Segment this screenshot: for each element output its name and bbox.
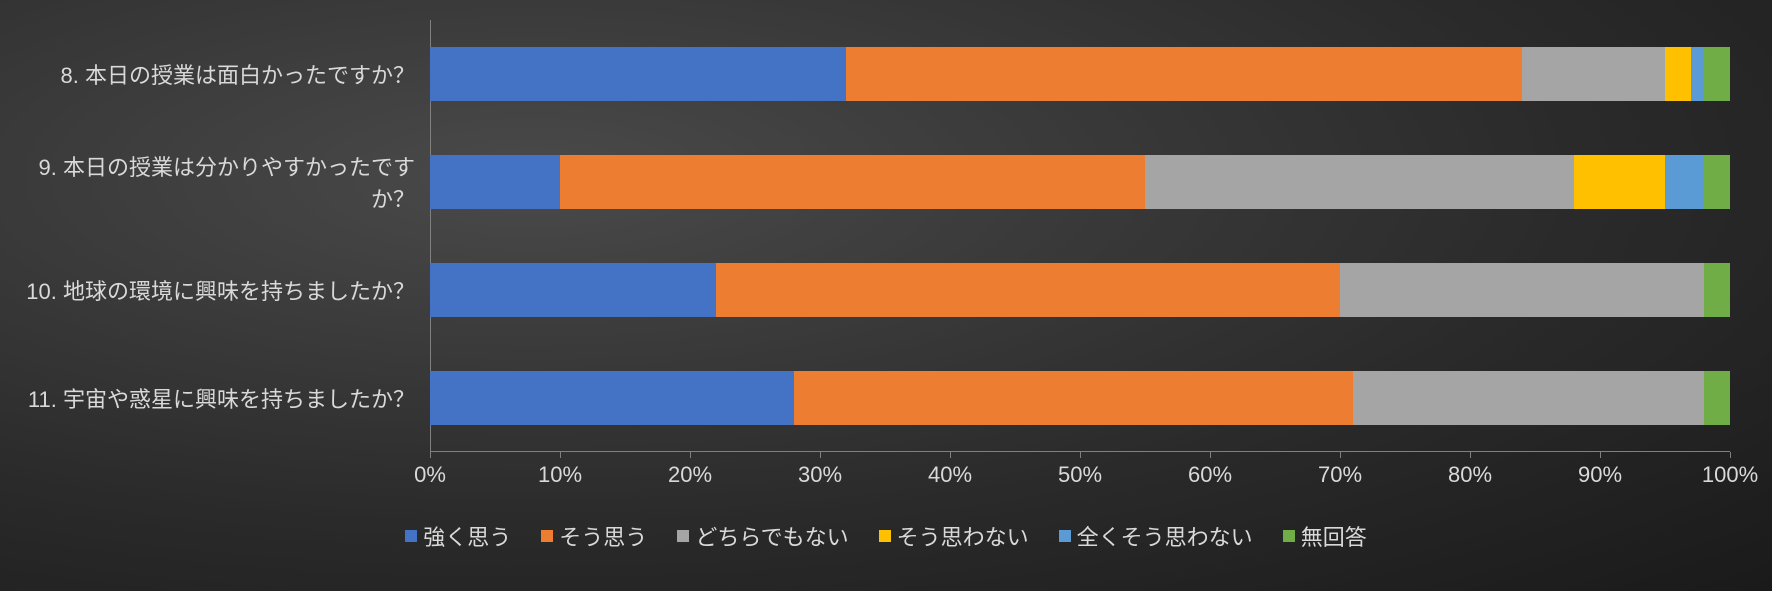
x-tick	[1730, 452, 1731, 458]
stacked-bar	[430, 263, 1730, 317]
bar-segment-no_answer	[1704, 47, 1730, 101]
legend-swatch	[879, 530, 891, 542]
x-tick	[1210, 452, 1211, 458]
question-label: 8. 本日の授業は面白かったですか？	[0, 58, 430, 90]
bar-segment-agree	[846, 47, 1522, 101]
bar-segment-strongly_agree	[430, 263, 716, 317]
bar-track	[430, 344, 1730, 452]
x-tick-label: 80%	[1448, 462, 1492, 488]
x-tick	[950, 452, 951, 458]
bar-segment-neutral	[1353, 371, 1704, 425]
x-tick	[560, 452, 561, 458]
legend-swatch	[405, 530, 417, 542]
x-tick	[430, 452, 431, 458]
x-tick	[1340, 452, 1341, 458]
bar-segment-agree	[794, 371, 1353, 425]
legend-label: 全くそう思わない	[1077, 520, 1253, 552]
bar-track	[430, 128, 1730, 236]
bar-segment-strongly_agree	[430, 155, 560, 209]
legend: 強く思う そう思う どちらでもない そう思わない 全くそう思わない 無回答	[0, 520, 1772, 552]
legend-label: どちらでもない	[695, 520, 848, 552]
chart-row: 9. 本日の授業は分かりやすかったですか？	[0, 128, 1772, 236]
bar-segment-neutral	[1522, 47, 1665, 101]
x-tick-label: 90%	[1578, 462, 1622, 488]
question-label: 9. 本日の授業は分かりやすかったですか？	[0, 150, 430, 214]
bar-segment-agree	[560, 155, 1145, 209]
x-tick-label: 50%	[1058, 462, 1102, 488]
bar-segment-agree	[716, 263, 1340, 317]
chart-plot: 8. 本日の授業は面白かったですか？ 9. 本日の授業は分かりやすかったですか？ 1…	[0, 20, 1772, 452]
x-tick-label: 40%	[928, 462, 972, 488]
stacked-bar	[430, 47, 1730, 101]
legend-item-strongly_agree: 強く思う	[405, 520, 511, 552]
bar-track	[430, 236, 1730, 344]
legend-label: そう思わない	[897, 520, 1029, 552]
legend-item-disagree: そう思わない	[879, 520, 1029, 552]
bar-segment-no_answer	[1704, 263, 1730, 317]
bar-segment-neutral	[1340, 263, 1704, 317]
x-tick	[1600, 452, 1601, 458]
chart-row: 8. 本日の授業は面白かったですか？	[0, 20, 1772, 128]
legend-swatch	[1059, 530, 1071, 542]
bar-track	[430, 20, 1730, 128]
legend-label: 強く思う	[423, 520, 511, 552]
x-tick-label: 100%	[1702, 462, 1758, 488]
x-tick-label: 60%	[1188, 462, 1232, 488]
legend-item-agree: そう思う	[541, 520, 647, 552]
legend-label: 無回答	[1301, 520, 1367, 552]
legend-swatch	[1283, 530, 1295, 542]
x-tick	[1470, 452, 1471, 458]
legend-swatch	[677, 530, 689, 542]
bar-segment-disagree	[1574, 155, 1665, 209]
bar-segment-disagree	[1665, 47, 1691, 101]
chart-row: 11. 宇宙や惑星に興味を持ちましたか？	[0, 344, 1772, 452]
bar-segment-strongly_disagree	[1691, 47, 1704, 101]
question-label: 10. 地球の環境に興味を持ちましたか？	[0, 274, 430, 306]
x-tick-label: 70%	[1318, 462, 1362, 488]
bar-segment-no_answer	[1704, 155, 1730, 209]
x-tick	[820, 452, 821, 458]
chart-row: 10. 地球の環境に興味を持ちましたか？	[0, 236, 1772, 344]
x-tick-label: 30%	[798, 462, 842, 488]
legend-item-strongly_disagree: 全くそう思わない	[1059, 520, 1253, 552]
x-tick	[1080, 452, 1081, 458]
legend-item-no_answer: 無回答	[1283, 520, 1367, 552]
legend-item-neutral: どちらでもない	[677, 520, 848, 552]
x-tick-label: 20%	[668, 462, 712, 488]
x-tick	[690, 452, 691, 458]
stacked-bar	[430, 371, 1730, 425]
bar-segment-strongly_agree	[430, 47, 846, 101]
legend-label: そう思う	[559, 520, 647, 552]
x-tick-label: 0%	[414, 462, 446, 488]
legend-swatch	[541, 530, 553, 542]
x-axis-labels: 0%10%20%30%40%50%60%70%80%90%100%	[430, 462, 1730, 492]
stacked-bar	[430, 155, 1730, 209]
bar-segment-no_answer	[1704, 371, 1730, 425]
x-tick-label: 10%	[538, 462, 582, 488]
bar-segment-neutral	[1145, 155, 1574, 209]
question-label: 11. 宇宙や惑星に興味を持ちましたか？	[0, 382, 430, 414]
bar-segment-strongly_disagree	[1665, 155, 1704, 209]
bar-segment-strongly_agree	[430, 371, 794, 425]
